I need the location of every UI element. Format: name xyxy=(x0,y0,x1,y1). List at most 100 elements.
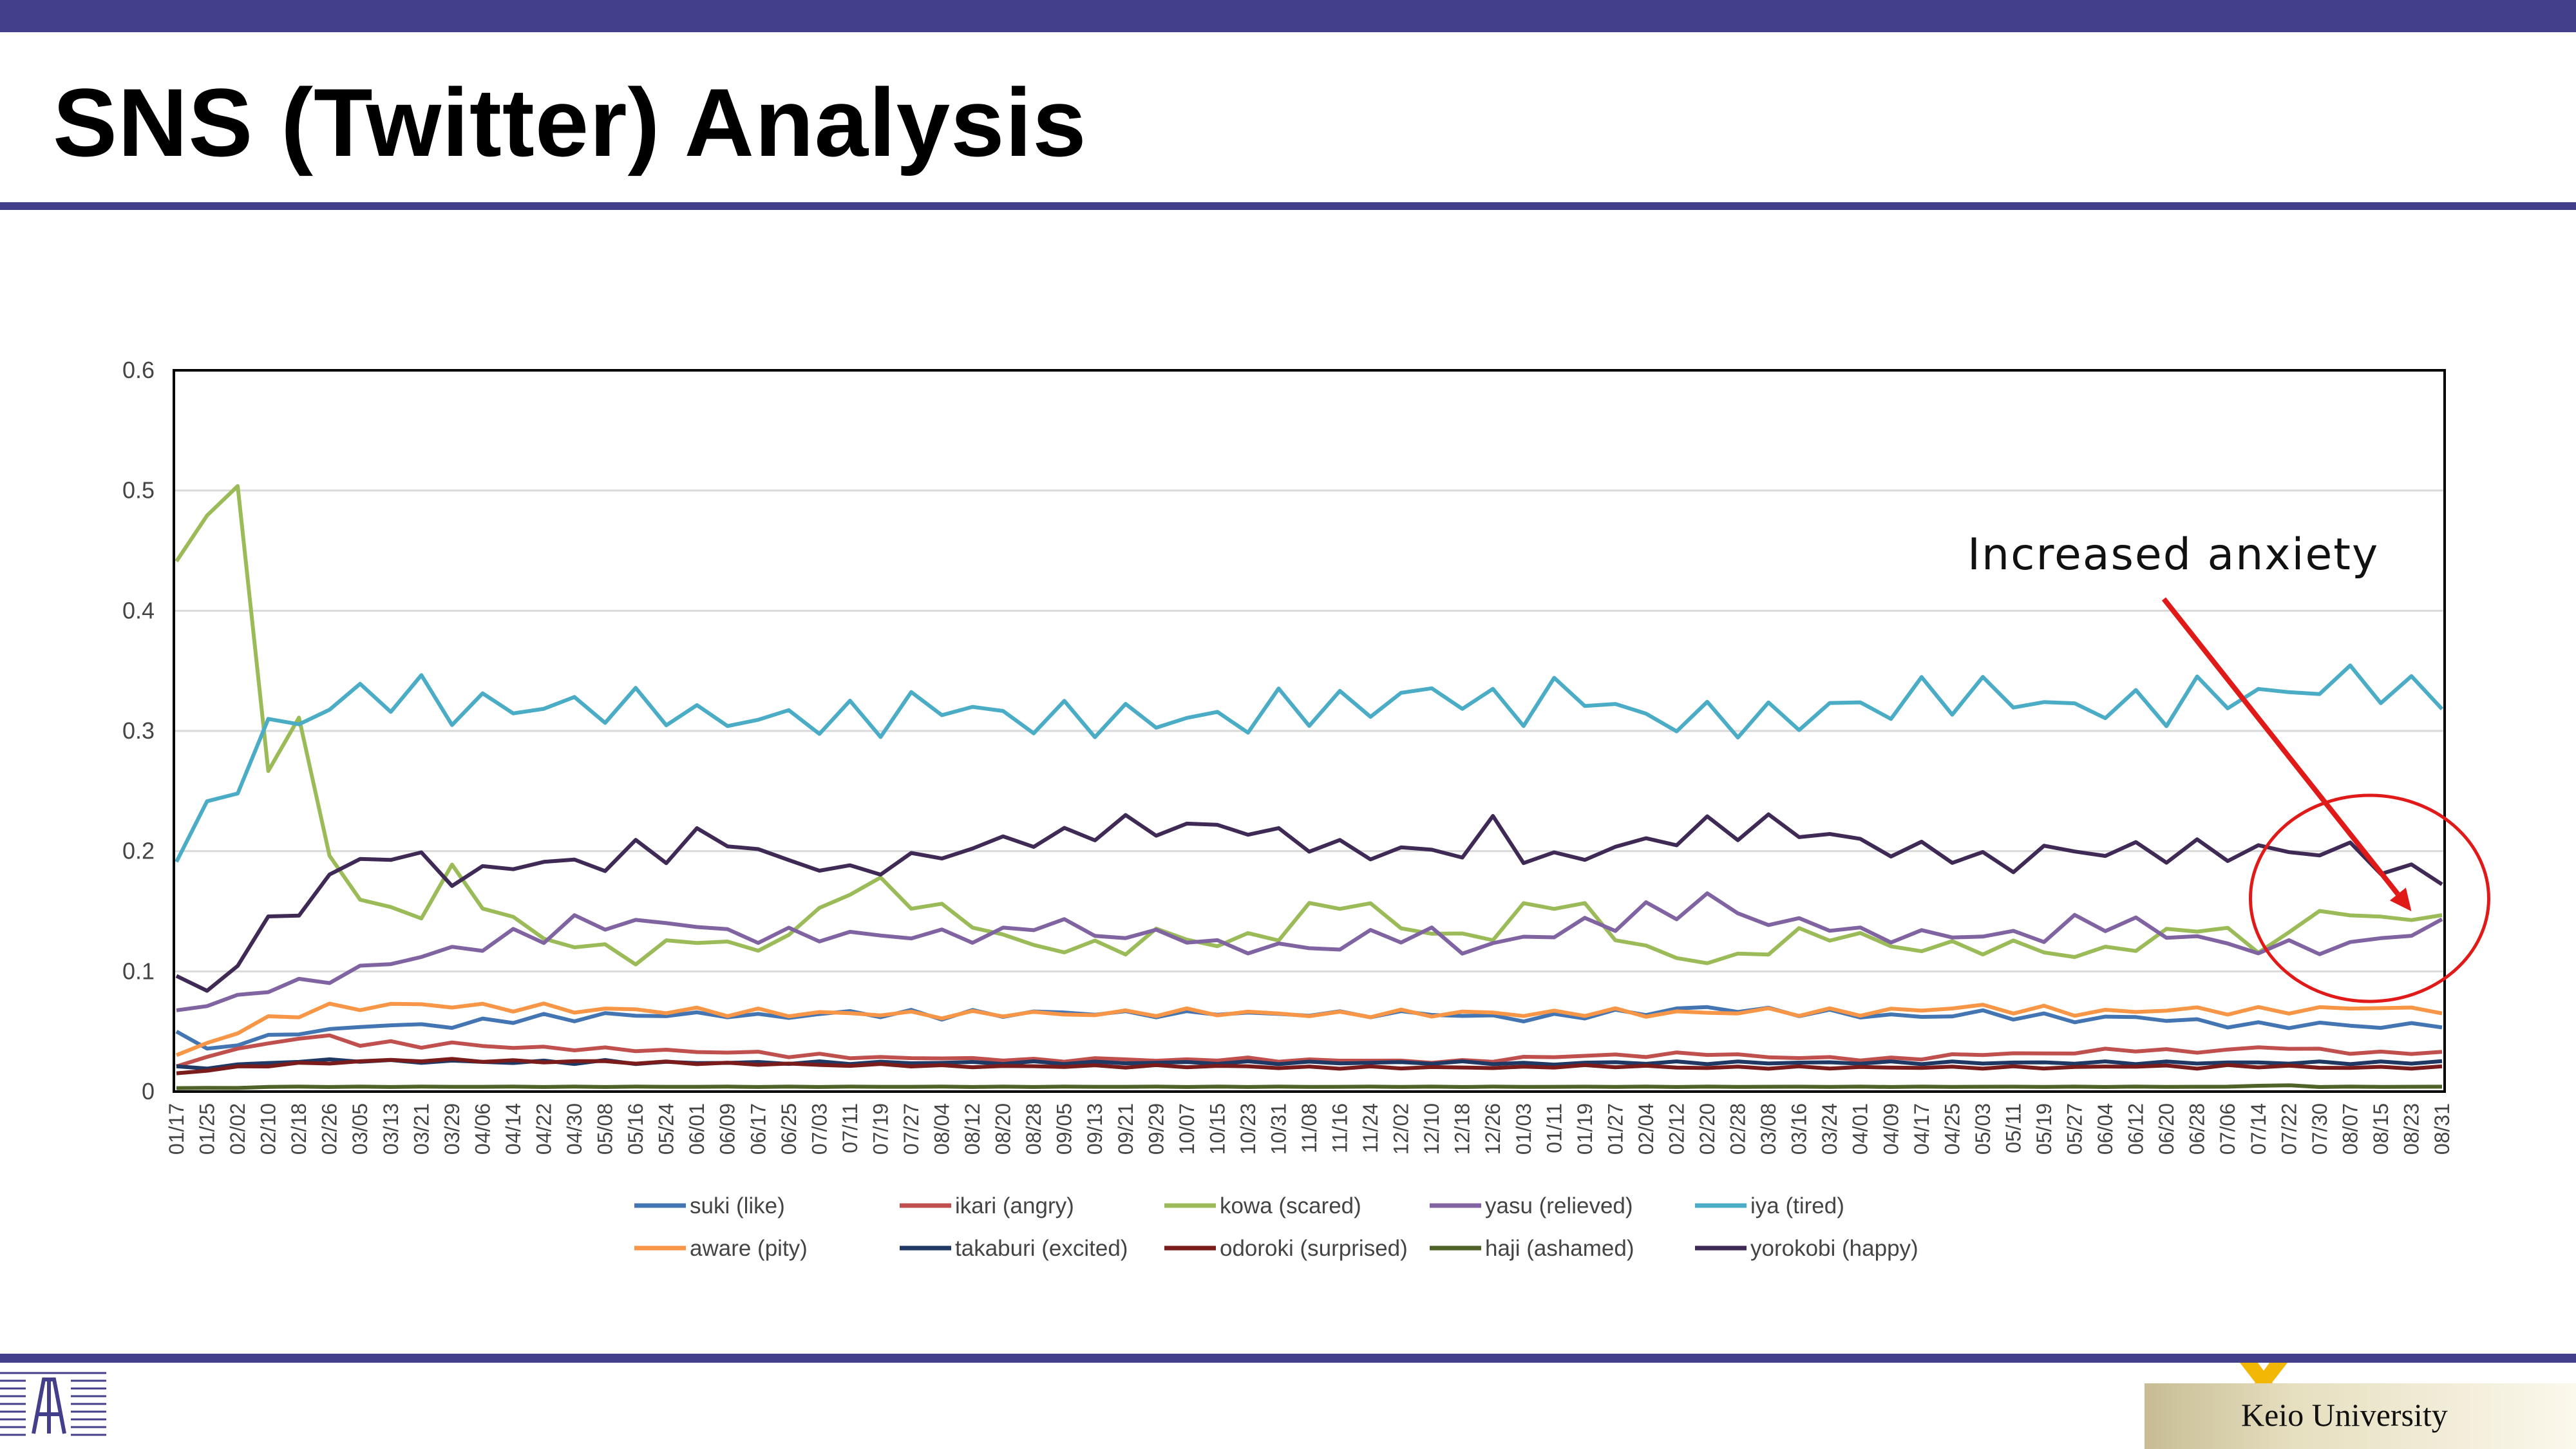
x-tick-label: 03/05 xyxy=(348,1103,372,1155)
annotation-text: Increased anxiety xyxy=(1967,529,2379,580)
x-tick-label: 09/05 xyxy=(1053,1103,1076,1155)
x-tick-label: 04/09 xyxy=(1879,1103,1902,1155)
x-tick-label: 09/21 xyxy=(1114,1103,1137,1155)
x-tick-label: 07/11 xyxy=(838,1103,862,1153)
legend-label: yasu (relieved) xyxy=(1485,1193,1633,1218)
x-tick-label: 08/12 xyxy=(961,1103,984,1155)
annotation-arrowhead xyxy=(2389,887,2412,911)
x-tick-label: 08/15 xyxy=(2369,1103,2392,1155)
x-tick-label: 08/23 xyxy=(2400,1103,2423,1155)
x-tick-label: 01/11 xyxy=(1542,1103,1566,1153)
x-tick-label: 05/27 xyxy=(2063,1103,2087,1155)
x-tick-label: 05/16 xyxy=(624,1103,647,1155)
x-tick-label: 12/18 xyxy=(1451,1103,1474,1155)
series-line xyxy=(176,1033,2443,1068)
legend-label: ikari (angry) xyxy=(955,1193,1074,1218)
x-tick-label: 07/22 xyxy=(2277,1103,2300,1155)
x-tick-label: 11/24 xyxy=(1359,1103,1382,1153)
top-accent-bar xyxy=(0,0,2576,32)
x-tick-label: 06/04 xyxy=(2094,1103,2117,1155)
x-tick-label: 03/13 xyxy=(379,1103,402,1155)
x-tick-label: 04/30 xyxy=(563,1103,586,1155)
slide-title: SNS (Twitter) Analysis xyxy=(53,68,1087,176)
x-tick-label: 01/25 xyxy=(196,1103,219,1155)
legend-label: yorokobi (happy) xyxy=(1750,1236,1918,1261)
x-tick-label: 07/06 xyxy=(2216,1103,2239,1155)
x-tick-label: 06/01 xyxy=(685,1103,708,1155)
x-tick-label: 06/17 xyxy=(746,1103,770,1155)
x-tick-label: 08/04 xyxy=(931,1103,954,1155)
legend-label: takaburi (excited) xyxy=(955,1236,1128,1261)
x-tick-label: 06/20 xyxy=(2155,1103,2178,1155)
chart-legend: suki (like) ikari (angry) kowa (scared) yas… xyxy=(634,1193,1918,1261)
x-tick-label: 01/27 xyxy=(1604,1103,1627,1155)
x-tick-label: 08/20 xyxy=(992,1103,1015,1155)
y-tick-label: 0.6 xyxy=(122,357,155,383)
keio-logo-box: Keio University xyxy=(2145,1383,2576,1449)
x-tick-label: 06/09 xyxy=(716,1103,739,1155)
x-tick-label: 07/19 xyxy=(869,1103,892,1155)
x-tick-label: 06/28 xyxy=(2186,1103,2209,1155)
x-tick-label: 10/07 xyxy=(1175,1103,1198,1155)
x-tick-label: 04/14 xyxy=(502,1103,525,1155)
x-tick-label: 09/13 xyxy=(1083,1103,1106,1155)
series-line xyxy=(175,1001,2443,1057)
y-axis-ticks: 0 0.1 0.2 0.3 0.4 0.5 0.6 xyxy=(122,357,155,1104)
series-line xyxy=(175,1005,2443,1051)
series-line xyxy=(176,1083,2443,1090)
y-tick-label: 0.1 xyxy=(122,958,155,984)
x-tick-label: 06/12 xyxy=(2125,1103,2148,1155)
x-tick-label: 07/27 xyxy=(900,1103,923,1155)
x-tick-label: 04/01 xyxy=(1849,1103,1872,1155)
plot-area-border xyxy=(173,369,2446,1093)
series-line xyxy=(175,812,2443,993)
legend-label: kowa (scared) xyxy=(1220,1193,1361,1218)
x-tick-label: 02/10 xyxy=(257,1103,280,1155)
x-tick-label: 09/29 xyxy=(1144,1103,1168,1155)
x-tick-label: 02/12 xyxy=(1665,1103,1688,1155)
x-tick-label: 04/22 xyxy=(532,1103,555,1155)
x-tick-label: 11/08 xyxy=(1298,1103,1321,1153)
title-underline xyxy=(0,202,2576,210)
x-tick-label: 07/30 xyxy=(2308,1103,2331,1155)
y-tick-label: 0.4 xyxy=(122,597,155,623)
x-tick-label: 07/03 xyxy=(808,1103,831,1155)
legend-label: haji (ashamed) xyxy=(1485,1236,1634,1261)
x-tick-label: 07/14 xyxy=(2247,1103,2270,1155)
x-tick-label: 12/10 xyxy=(1420,1103,1443,1155)
x-tick-label: 10/31 xyxy=(1267,1103,1290,1155)
x-tick-label: 03/16 xyxy=(1788,1103,1811,1155)
y-tick-label: 0.3 xyxy=(122,717,155,744)
x-tick-label: 03/08 xyxy=(1757,1103,1780,1155)
x-tick-label: 01/03 xyxy=(1512,1103,1535,1155)
x-tick-label: 10/15 xyxy=(1206,1103,1229,1155)
series-line xyxy=(175,484,2443,967)
x-tick-label: 05/03 xyxy=(1971,1103,1994,1155)
x-tick-label: 03/21 xyxy=(410,1103,433,1155)
x-tick-label: 12/26 xyxy=(1481,1103,1504,1155)
anxiety-annotation: Increased anxiety xyxy=(1967,529,2490,1003)
x-tick-label: 12/02 xyxy=(1390,1103,1413,1155)
annotation-highlight-circle xyxy=(2248,793,2490,1003)
x-tick-label: 03/29 xyxy=(440,1103,464,1155)
x-tick-label: 05/08 xyxy=(594,1103,617,1155)
x-tick-label: 03/24 xyxy=(1818,1103,1841,1155)
series-line xyxy=(176,1057,2443,1075)
series-lines xyxy=(175,484,2444,1090)
keio-university-label: Keio University xyxy=(2241,1397,2448,1433)
x-tick-label: 01/17 xyxy=(165,1103,188,1155)
x-tick-label: 05/19 xyxy=(2032,1103,2056,1155)
footer-rule xyxy=(0,1354,2576,1363)
x-tick-label: 11/16 xyxy=(1329,1103,1352,1153)
x-tick-label: 08/28 xyxy=(1022,1103,1045,1155)
series-line xyxy=(175,663,2444,863)
legend-label: suki (like) xyxy=(690,1193,785,1218)
chart-gridlines xyxy=(174,369,2445,972)
x-tick-label: 01/19 xyxy=(1573,1103,1596,1155)
x-tick-label: 02/04 xyxy=(1634,1103,1658,1155)
x-tick-label: 05/24 xyxy=(655,1103,678,1155)
x-tick-label: 06/25 xyxy=(777,1103,800,1155)
legend-label: iya (tired) xyxy=(1750,1193,1844,1218)
x-tick-label: 05/11 xyxy=(2002,1103,2025,1153)
